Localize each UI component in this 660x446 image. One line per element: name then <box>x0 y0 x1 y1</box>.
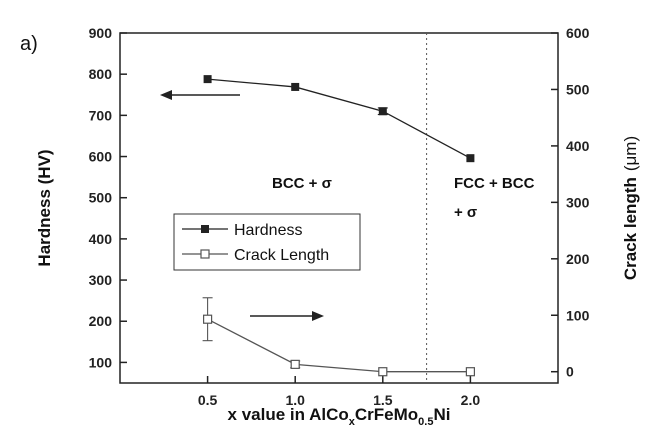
legend-box <box>173 213 361 271</box>
y-left-tick-label: 100 <box>89 354 113 370</box>
y-left-tick-label: 500 <box>89 190 113 206</box>
y-right-tick-label: 200 <box>566 251 590 267</box>
legend-crack-marker <box>200 249 210 259</box>
x-axis-title: x value in AlCoxCrFeMo0.5Ni <box>228 405 451 428</box>
crack-length-point <box>290 359 300 369</box>
panel-label: a) <box>20 33 38 55</box>
hardness-point <box>203 75 212 84</box>
x-tick-label: 0.5 <box>198 392 218 408</box>
y-right-tick-label: 500 <box>566 81 590 97</box>
legend-hardness-label: Hardness <box>234 222 302 239</box>
y-right-tick-label: 100 <box>566 307 590 323</box>
y-left-tick-label: 400 <box>89 231 113 247</box>
crack-length-point <box>203 314 213 324</box>
hardness-point <box>466 154 475 163</box>
y-left-tick-label: 800 <box>89 66 113 82</box>
x-tick-label: 1.0 <box>285 392 305 408</box>
y-left-tick-label: 700 <box>89 107 113 123</box>
x-tick-label: 1.5 <box>373 392 393 408</box>
crack-axis-arrow <box>250 311 324 321</box>
y-axis-left-title: Hardness (HV) <box>35 149 54 266</box>
hardness-point <box>378 107 387 116</box>
y-left-tick-label: 200 <box>89 313 113 329</box>
annotation-bcc-sigma: BCC + σ <box>272 175 332 192</box>
crack-length-point <box>378 367 388 377</box>
y-axis-left: 100 200 300 400 500 600 700 800 900 <box>89 25 127 370</box>
crack-length-line <box>207 318 471 373</box>
y-right-tick-label: 600 <box>566 25 590 41</box>
crack-length-point <box>465 367 475 377</box>
x-axis: 0.5 1.0 1.5 2.0 <box>198 376 480 408</box>
annotation-fcc-bcc: FCC + BCC <box>454 175 535 192</box>
y-left-tick-label: 900 <box>89 25 113 41</box>
y-left-tick-label: 300 <box>89 272 113 288</box>
y-right-tick-label: 300 <box>566 194 590 210</box>
y-right-tick-label: 400 <box>566 138 590 154</box>
series-layer <box>202 75 475 377</box>
plot-area <box>119 32 559 384</box>
legend-crack-label: Crack Length <box>234 247 329 264</box>
hardness-axis-arrow <box>160 90 240 100</box>
hardness-point <box>291 82 300 91</box>
hardness-line <box>207 78 471 159</box>
y-left-tick-label: 600 <box>89 149 113 165</box>
annotation-sigma: + σ <box>454 204 477 221</box>
legend: Hardness Crack Length <box>173 213 361 271</box>
y-axis-right-title: Crack length(μm) <box>621 136 640 280</box>
y-right-tick-label: 0 <box>566 364 574 380</box>
x-tick-label: 2.0 <box>461 392 481 408</box>
y-axis-right: 0 100 200 300 400 500 600 <box>551 25 590 380</box>
legend-hardness-marker <box>201 225 209 233</box>
plot-frame <box>119 32 559 384</box>
